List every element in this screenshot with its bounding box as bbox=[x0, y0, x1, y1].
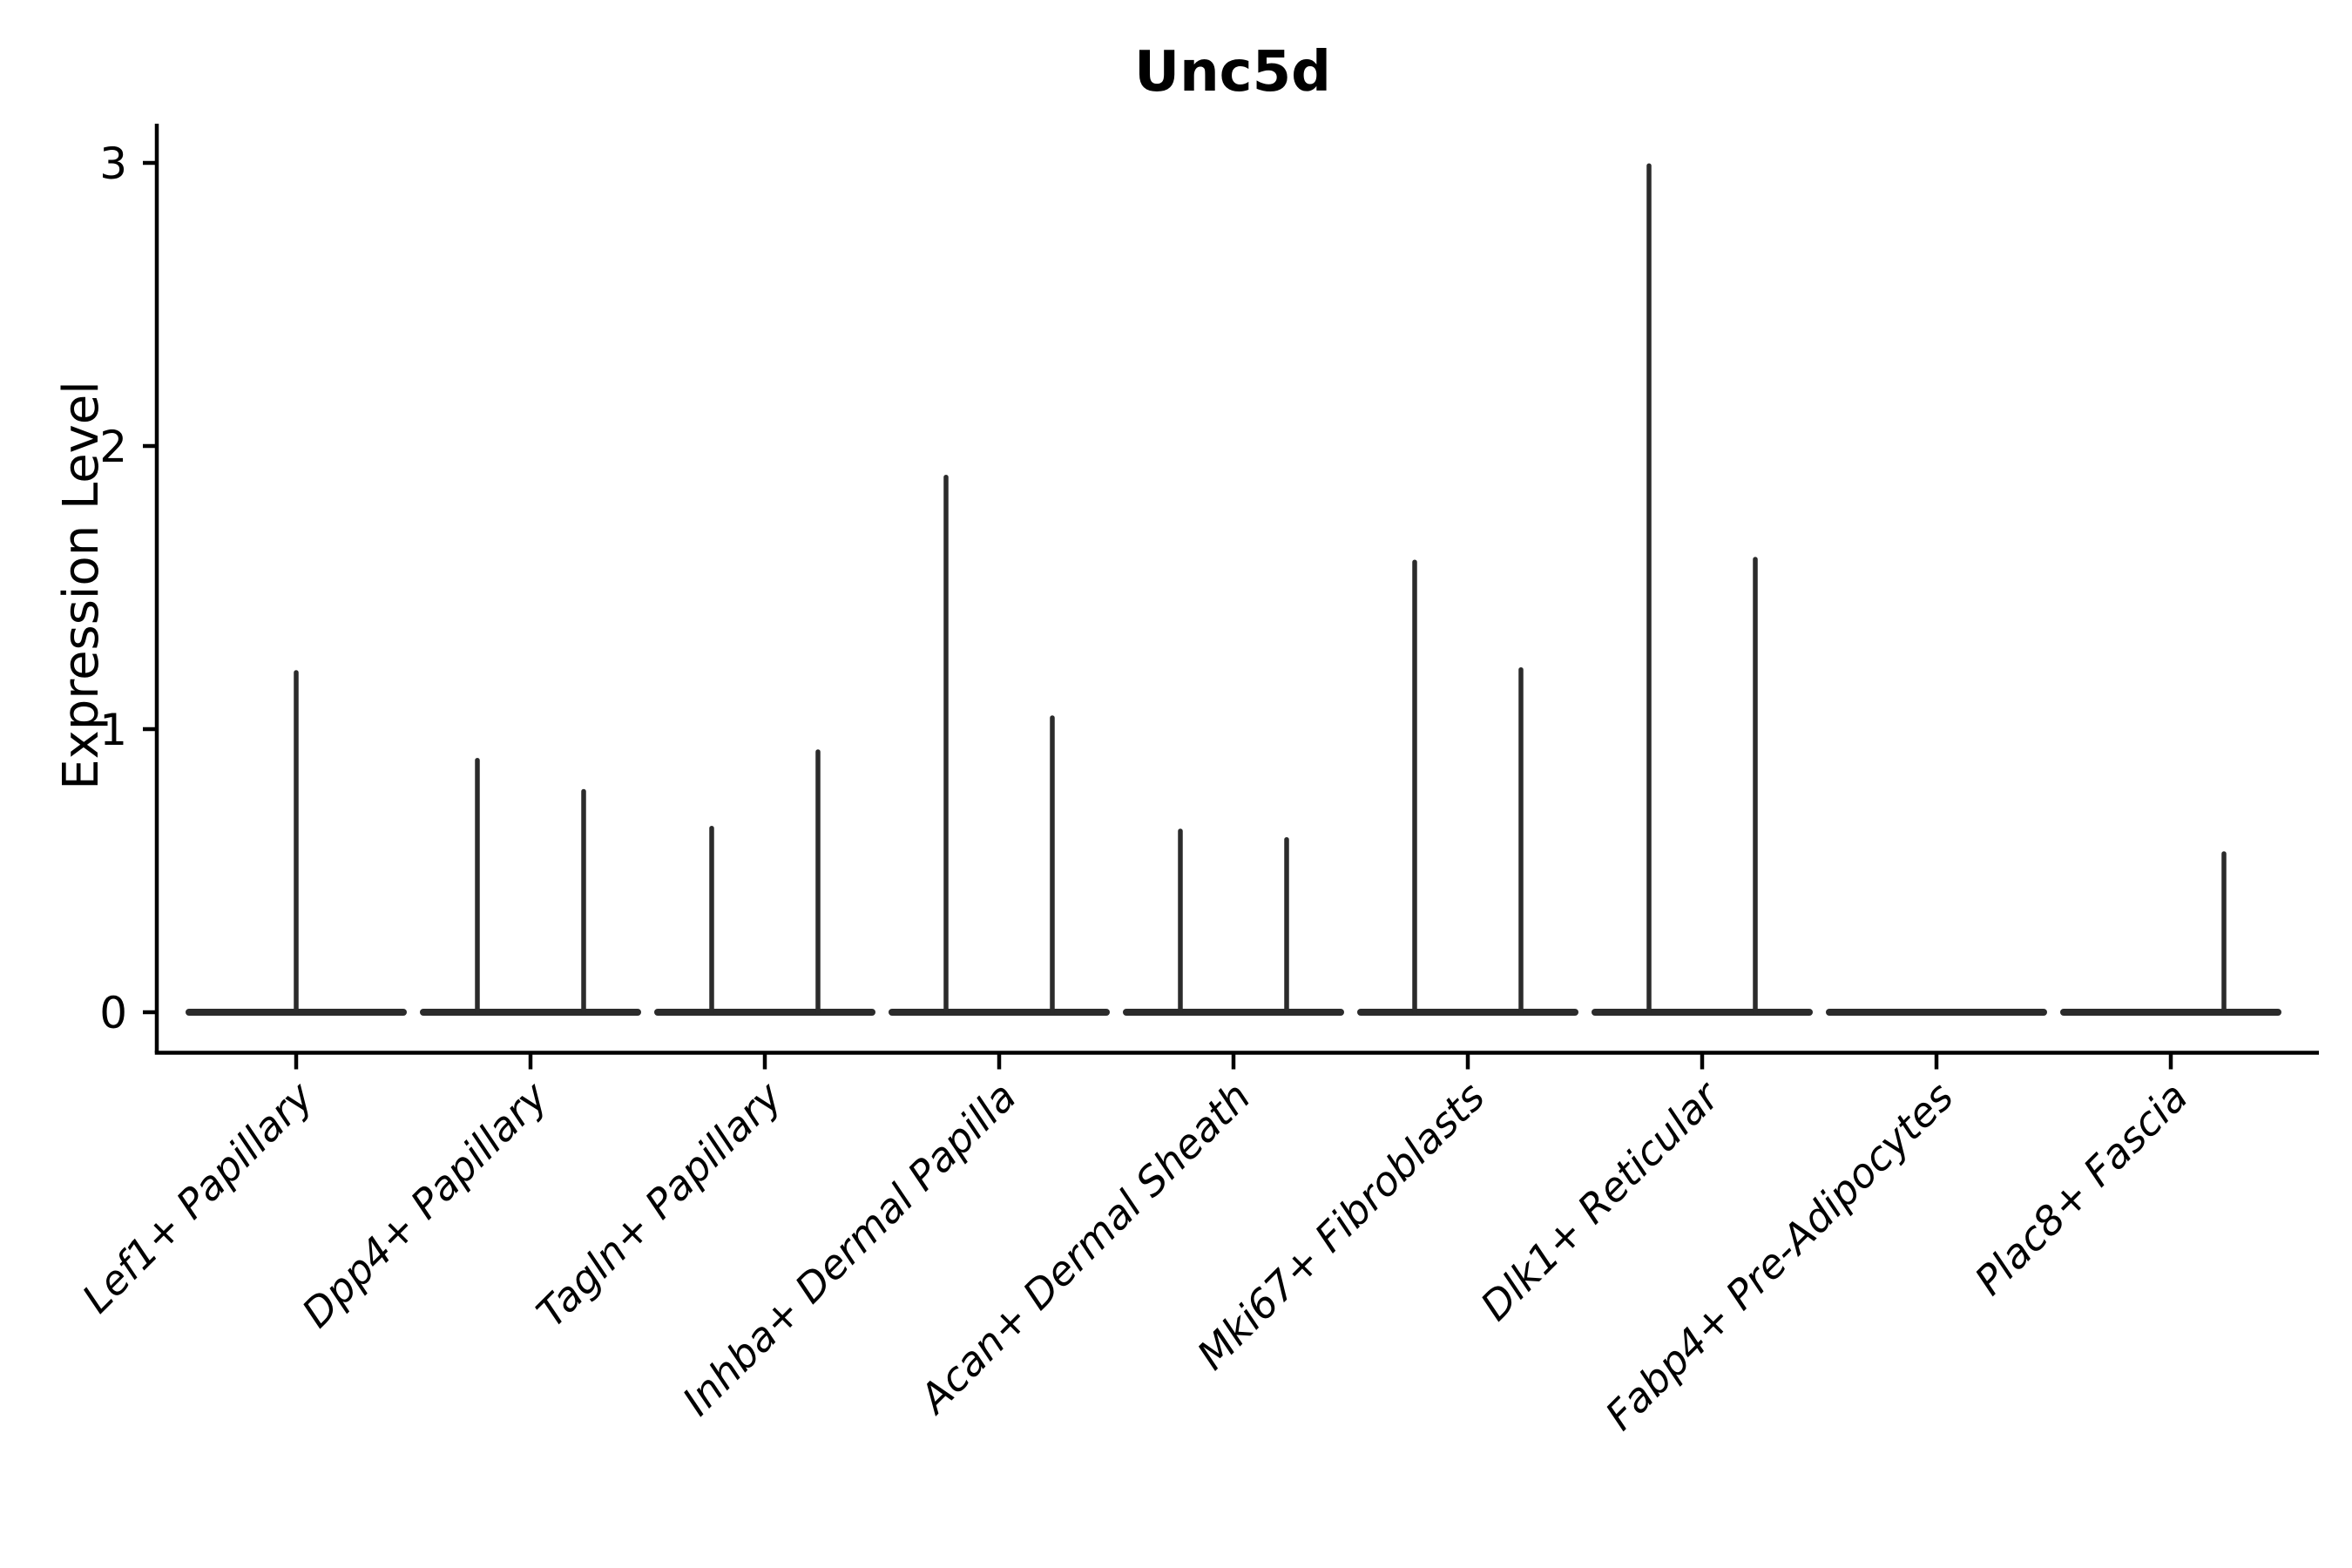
x-tick-label: Lef1+ Papillary bbox=[73, 1072, 322, 1321]
y-tick-label: 1 bbox=[99, 705, 127, 755]
x-tick-label: Dlk1+ Reticular bbox=[1471, 1071, 1730, 1329]
y-tick-label: 2 bbox=[99, 422, 127, 472]
plot-title: Unc5d bbox=[1134, 40, 1331, 105]
axes bbox=[143, 124, 2319, 1070]
x-tick-label: Dpp4+ Papillary bbox=[293, 1072, 557, 1336]
y-tick-label: 0 bbox=[99, 988, 127, 1038]
x-tick-label: Plac8+ Fascia bbox=[1965, 1073, 2196, 1304]
y-tick-labels: 0 1 2 3 bbox=[99, 139, 127, 1038]
violins bbox=[186, 163, 2281, 1016]
y-axis-label: Expression Level bbox=[53, 381, 110, 790]
y-tick-label: 3 bbox=[99, 139, 127, 189]
x-tick-label: Tagln+ Papillary bbox=[527, 1072, 791, 1336]
